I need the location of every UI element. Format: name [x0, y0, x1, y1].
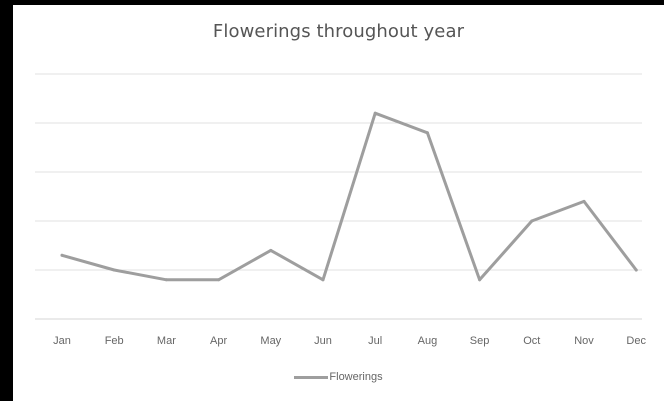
x-axis-tick-labels: Jan Feb Mar Apr May Jun Jul Aug Sep Oct Nov Dec — [53, 335, 646, 347]
data-point-dec — [634, 268, 638, 272]
data-point-feb — [112, 268, 116, 272]
x-tick-label-mar: Mar — [157, 335, 176, 347]
series-line-flowerings — [60, 111, 638, 282]
data-point-jan — [60, 253, 64, 257]
gridlines — [35, 73, 642, 320]
data-point-sep — [478, 278, 482, 282]
x-tick-label-dec: Dec — [626, 335, 646, 347]
x-tick-label-jan: Jan — [53, 335, 71, 347]
data-point-apr — [217, 278, 221, 282]
x-tick-label-jun: Jun — [314, 335, 332, 347]
x-tick-label-sep: Sep — [470, 335, 490, 347]
plot-area: Jan Feb Mar Apr May Jun Jul Aug Sep Oct Nov Dec — [35, 73, 646, 347]
data-point-aug — [425, 131, 429, 135]
legend: Flowerings — [13, 371, 664, 383]
data-point-jul — [373, 111, 377, 115]
x-tick-label-apr: Apr — [210, 335, 227, 347]
x-tick-label-aug: Aug — [418, 335, 438, 347]
x-tick-label-jul: Jul — [368, 335, 382, 347]
chart-title: Flowerings throughout year — [212, 21, 465, 42]
data-point-oct — [530, 219, 534, 223]
legend-label: Flowerings — [329, 371, 383, 384]
series-lines — [60, 111, 638, 282]
data-point-may — [269, 248, 273, 252]
x-tick-label-feb: Feb — [105, 335, 124, 347]
data-point-nov — [582, 199, 586, 203]
legend-line-swatch — [294, 375, 329, 379]
x-tick-label-may: May — [260, 335, 281, 347]
data-point-mar — [164, 278, 168, 282]
x-tick-label-oct: Oct — [523, 335, 540, 347]
chart-area: Flowerings throughout year Jan Feb Mar Apr M… — [13, 5, 664, 401]
data-point-jun — [321, 278, 325, 282]
x-tick-label-nov: Nov — [574, 335, 594, 347]
